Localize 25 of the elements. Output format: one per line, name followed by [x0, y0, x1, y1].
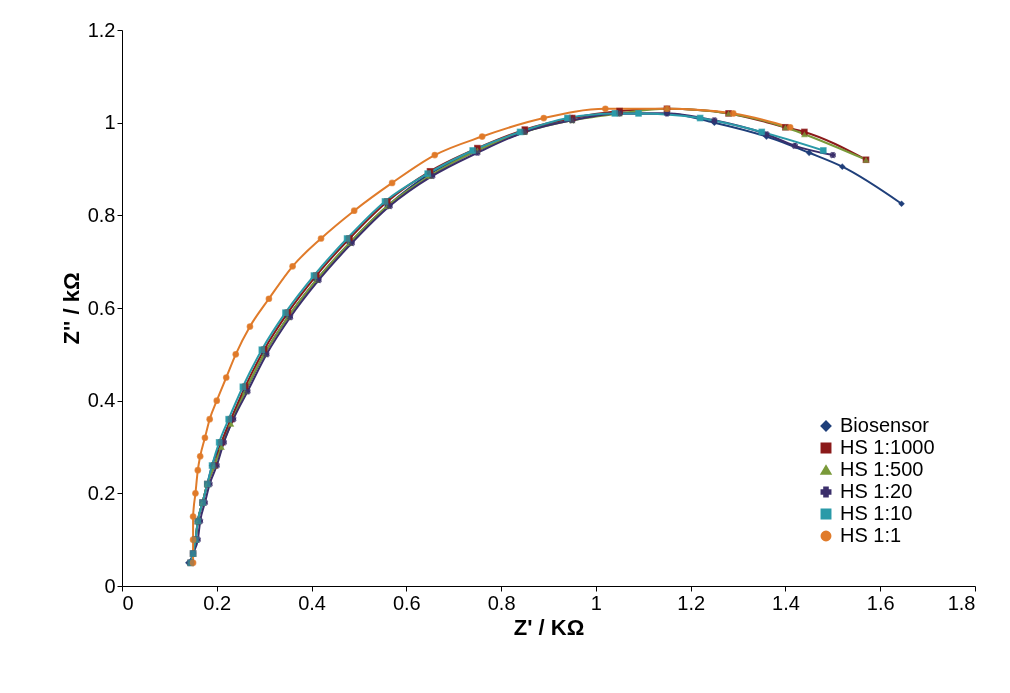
y-axis-title: Z'' / kΩ [58, 272, 84, 345]
x-tick-label: 1.6 [866, 591, 895, 614]
legend-label: HS 1:500 [840, 458, 924, 480]
legend-label: HS 1:1000 [840, 436, 935, 458]
legend-label: HS 1:20 [840, 480, 913, 502]
x-tick-label: 1.2 [677, 591, 706, 614]
x-tick-label: 1 [590, 591, 602, 614]
x-tick-label: 0.6 [392, 591, 421, 614]
x-tick-label: 0.4 [298, 591, 326, 614]
legend-label: HS 1:10 [840, 502, 913, 524]
y-tick-label: 1 [104, 111, 116, 134]
legend-label: HS 1:1 [840, 524, 902, 546]
x-tick-label: 0.2 [203, 591, 232, 614]
x-axis-title: Z' / KΩ [513, 614, 585, 640]
y-tick-label: 0 [104, 574, 116, 597]
y-tick-label: 1.2 [87, 18, 116, 41]
x-tick-label: 1.4 [772, 591, 800, 614]
y-tick-label: 0.2 [87, 481, 116, 504]
x-tick-label: 1.8 [947, 591, 976, 614]
y-tick-label: 0.8 [87, 203, 116, 226]
y-tick-label: 0.4 [87, 389, 116, 412]
legend-label: Biosensor [840, 414, 930, 436]
y-tick-label: 0.6 [87, 296, 116, 319]
x-tick-label: 0 [122, 591, 134, 614]
x-tick-label: 0.8 [487, 591, 516, 614]
